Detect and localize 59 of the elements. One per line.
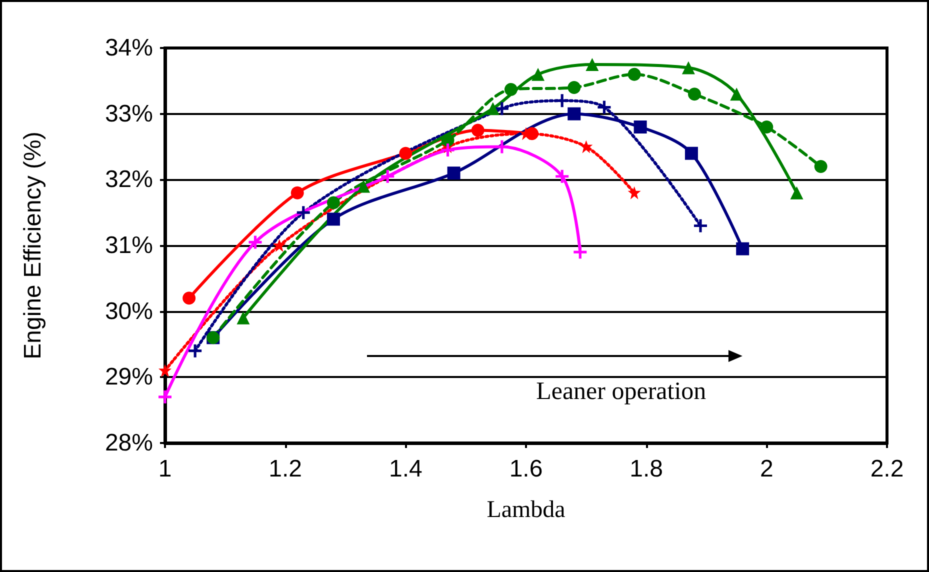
point bbox=[471, 124, 484, 137]
point bbox=[357, 180, 370, 193]
point bbox=[556, 170, 569, 183]
point bbox=[447, 166, 460, 180]
point bbox=[730, 88, 744, 101]
point bbox=[272, 239, 286, 252]
y-tick-label: 31% bbox=[104, 232, 153, 259]
point bbox=[158, 390, 172, 404]
point bbox=[504, 82, 518, 96]
point bbox=[296, 206, 310, 220]
x-tick-label: 2 bbox=[760, 456, 774, 482]
point bbox=[399, 146, 412, 160]
point bbox=[568, 81, 581, 94]
y-tick-label: 32% bbox=[104, 166, 153, 194]
point bbox=[556, 94, 569, 108]
x-tick-label: 1.2 bbox=[268, 456, 302, 482]
point bbox=[628, 186, 641, 200]
point bbox=[486, 102, 500, 116]
point bbox=[634, 120, 647, 134]
point bbox=[682, 61, 695, 74]
point bbox=[736, 242, 750, 256]
point bbox=[694, 219, 707, 232]
point bbox=[188, 344, 202, 358]
y-tick-label: 29% bbox=[104, 364, 153, 391]
point bbox=[574, 246, 587, 259]
point bbox=[628, 68, 641, 81]
y-axis-title: Engine Efficiency (%) bbox=[20, 132, 46, 360]
x-axis-title: Lambda bbox=[486, 497, 566, 523]
point bbox=[568, 107, 581, 120]
y-tick-label: 34% bbox=[104, 34, 153, 62]
point bbox=[586, 58, 599, 71]
point bbox=[248, 236, 262, 249]
y-tick-label: 33% bbox=[104, 100, 153, 128]
y-tick-label: 28% bbox=[104, 430, 153, 456]
point bbox=[532, 68, 545, 81]
point bbox=[760, 120, 774, 134]
point bbox=[688, 88, 701, 101]
point bbox=[684, 146, 698, 160]
point bbox=[326, 196, 340, 210]
point bbox=[326, 212, 340, 226]
x-tick-label: 1.6 bbox=[509, 456, 543, 482]
x-tick-label: 2.2 bbox=[870, 456, 904, 482]
point bbox=[790, 186, 804, 200]
annotation: Leaner operation bbox=[536, 378, 706, 406]
point bbox=[381, 170, 394, 183]
x-tick-label: 1 bbox=[158, 456, 172, 482]
point bbox=[441, 144, 454, 157]
point bbox=[182, 292, 196, 305]
point bbox=[814, 160, 828, 173]
x-tick-label: 1.8 bbox=[630, 456, 664, 482]
point bbox=[158, 364, 172, 378]
y-tick-label: 30% bbox=[104, 298, 153, 325]
point bbox=[441, 134, 454, 147]
point bbox=[290, 186, 304, 200]
point bbox=[598, 100, 611, 114]
point bbox=[580, 140, 593, 154]
x-tick-label: 1.4 bbox=[388, 456, 422, 482]
point bbox=[236, 311, 250, 324]
point bbox=[495, 102, 508, 116]
